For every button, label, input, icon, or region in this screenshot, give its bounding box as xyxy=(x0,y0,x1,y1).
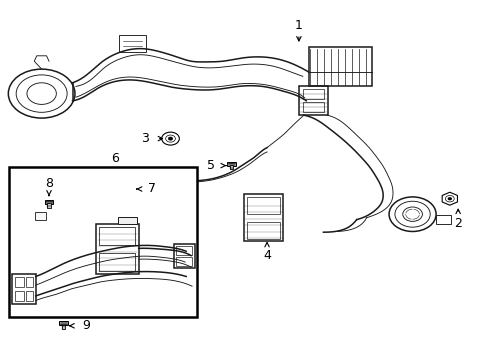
Bar xyxy=(227,162,236,166)
Bar xyxy=(176,246,192,255)
Bar xyxy=(244,194,283,241)
Text: 9: 9 xyxy=(82,319,90,332)
Bar xyxy=(9,167,197,317)
Bar xyxy=(119,35,146,52)
Text: 5: 5 xyxy=(207,159,215,172)
Bar xyxy=(118,217,137,224)
Bar xyxy=(45,200,53,204)
Circle shape xyxy=(162,132,179,145)
Bar xyxy=(26,291,33,301)
Polygon shape xyxy=(442,192,458,205)
Bar xyxy=(230,165,233,170)
Bar xyxy=(99,227,135,245)
Text: 7: 7 xyxy=(148,183,156,195)
Bar xyxy=(436,215,451,224)
Bar xyxy=(299,86,328,115)
Bar xyxy=(309,47,372,86)
Bar xyxy=(96,224,139,274)
Circle shape xyxy=(169,137,172,140)
Text: 3: 3 xyxy=(141,132,148,145)
Bar xyxy=(176,257,192,266)
Bar xyxy=(35,212,46,220)
Bar xyxy=(247,222,280,239)
Bar xyxy=(247,197,280,214)
Text: 2: 2 xyxy=(454,217,462,230)
Bar xyxy=(26,277,33,287)
Text: 4: 4 xyxy=(263,249,271,262)
Bar xyxy=(59,321,68,325)
Circle shape xyxy=(448,197,452,200)
Text: 1: 1 xyxy=(295,19,303,32)
Bar xyxy=(303,102,324,112)
Bar xyxy=(48,203,50,208)
Text: 8: 8 xyxy=(45,177,53,190)
Bar xyxy=(15,277,24,287)
Bar xyxy=(174,244,195,268)
Bar xyxy=(12,274,36,304)
Bar xyxy=(15,291,24,301)
Text: 6: 6 xyxy=(111,152,119,165)
Bar xyxy=(303,89,324,99)
Bar xyxy=(99,253,135,271)
Bar xyxy=(62,325,65,329)
